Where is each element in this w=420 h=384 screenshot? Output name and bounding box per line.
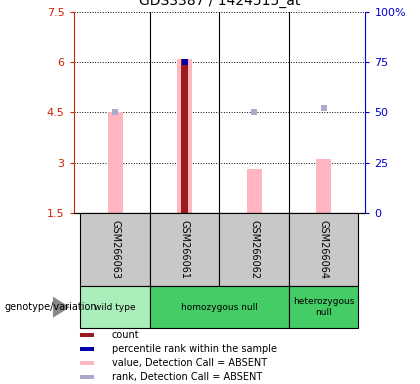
Text: wild type: wild type — [94, 303, 136, 312]
Bar — [181, 59, 188, 213]
Title: GDS3387 / 1424515_at: GDS3387 / 1424515_at — [139, 0, 300, 8]
Bar — [81, 375, 94, 379]
Text: percentile rank within the sample: percentile rank within the sample — [112, 344, 277, 354]
Text: count: count — [112, 330, 139, 340]
Text: GSM266062: GSM266062 — [249, 220, 259, 279]
Text: homozygous null: homozygous null — [181, 303, 258, 312]
Bar — [289, 286, 358, 328]
Bar — [219, 213, 289, 286]
Bar — [177, 59, 192, 213]
Text: GSM266063: GSM266063 — [110, 220, 120, 279]
Bar — [81, 286, 150, 328]
Bar — [81, 333, 94, 337]
Text: heterozygous
null: heterozygous null — [293, 298, 354, 317]
Bar — [81, 347, 94, 351]
Bar — [108, 112, 123, 213]
Bar — [81, 213, 150, 286]
Bar — [316, 159, 331, 213]
Bar — [150, 213, 220, 286]
Bar — [289, 213, 358, 286]
Text: GSM266061: GSM266061 — [180, 220, 190, 279]
Text: rank, Detection Call = ABSENT: rank, Detection Call = ABSENT — [112, 372, 262, 382]
Bar — [150, 286, 289, 328]
Polygon shape — [53, 296, 70, 318]
Text: value, Detection Call = ABSENT: value, Detection Call = ABSENT — [112, 358, 267, 368]
Bar — [247, 169, 262, 213]
Text: genotype/variation: genotype/variation — [4, 302, 97, 312]
Text: GSM266064: GSM266064 — [319, 220, 329, 279]
Bar — [81, 361, 94, 365]
